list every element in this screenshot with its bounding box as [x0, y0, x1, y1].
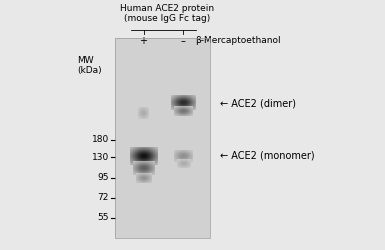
Text: 130: 130 [92, 152, 109, 162]
Text: ← ACE2 (monomer): ← ACE2 (monomer) [220, 151, 315, 161]
Bar [115, 38, 210, 238]
Text: –: – [181, 36, 186, 46]
Text: (mouse IgG Fc tag): (mouse IgG Fc tag) [124, 14, 211, 23]
Text: Human ACE2 protein: Human ACE2 protein [121, 4, 214, 13]
Text: 180: 180 [92, 136, 109, 144]
Text: 72: 72 [98, 194, 109, 202]
Text: 95: 95 [97, 174, 109, 182]
Text: β-Mercaptoethanol: β-Mercaptoethanol [196, 36, 281, 45]
Text: ← ACE2 (dimer): ← ACE2 (dimer) [220, 98, 296, 108]
Text: +: + [139, 36, 147, 46]
Text: (kDa): (kDa) [77, 66, 102, 75]
Text: 55: 55 [97, 214, 109, 222]
Text: MW: MW [77, 56, 94, 65]
